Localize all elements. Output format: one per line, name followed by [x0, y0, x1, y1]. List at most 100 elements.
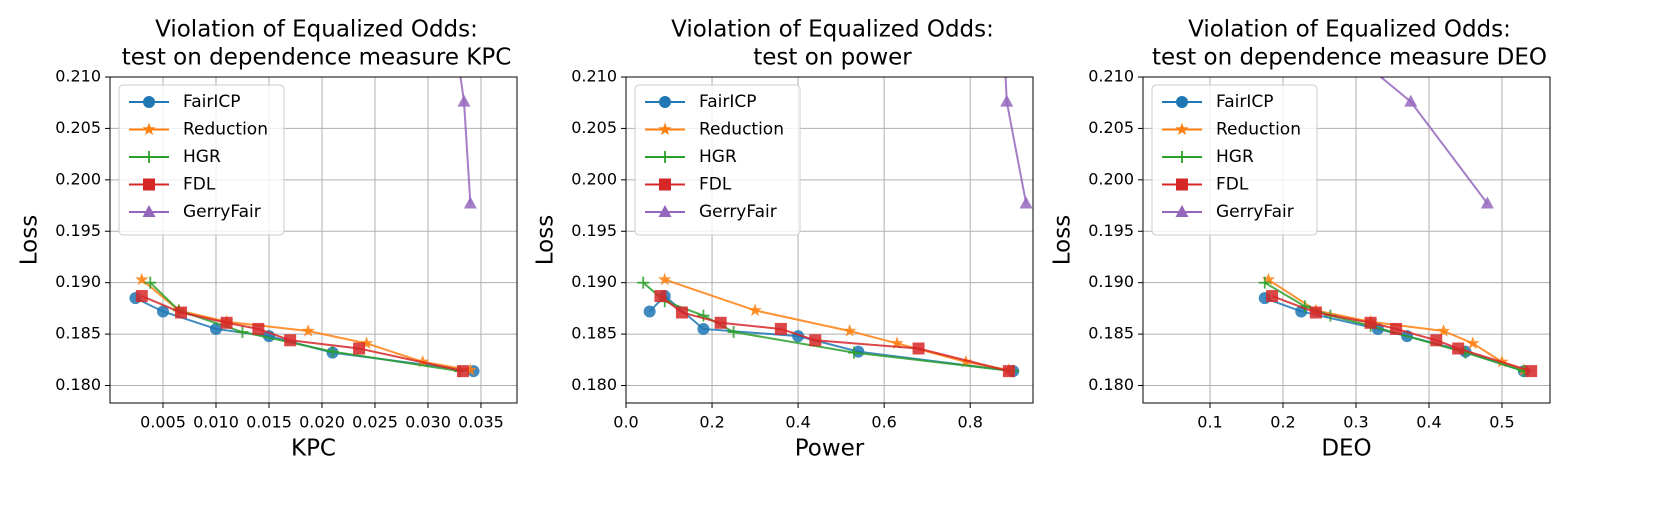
series-line — [1379, 77, 1489, 205]
series-line — [459, 77, 472, 204]
legend-label: FairICP — [183, 92, 240, 112]
chart-title: test on dependence measure KPC — [122, 45, 512, 71]
marker — [1258, 276, 1271, 289]
y-tick-label: 0.200 — [55, 169, 101, 188]
marker — [1175, 122, 1189, 136]
x-axis-label: Power — [795, 436, 865, 462]
marker — [209, 322, 222, 335]
legend-label: GerryFair — [1216, 202, 1294, 222]
marker — [463, 363, 478, 376]
y-tick-label: 0.180 — [55, 375, 101, 394]
x-tick-label: 0.005 — [140, 413, 186, 432]
y-tick-label: 0.190 — [1088, 272, 1134, 291]
chart-title: Violation of Equalized Odds: — [1188, 17, 1511, 43]
axes-frame — [625, 76, 1034, 404]
y-axis-label: Loss — [17, 215, 43, 265]
marker — [658, 122, 672, 136]
marker — [1176, 178, 1188, 191]
axes-frame — [1142, 76, 1551, 404]
marker — [236, 326, 249, 339]
y-tick-label: 0.180 — [1088, 375, 1134, 394]
legend-label: FDL — [1216, 175, 1249, 195]
x-tick-label: 0.020 — [299, 413, 345, 432]
x-tick-label: 0.015 — [246, 413, 292, 432]
marker — [143, 151, 155, 163]
y-tick-label: 0.205 — [571, 118, 617, 137]
marker — [774, 322, 787, 335]
y-tick-label: 0.210 — [1088, 67, 1134, 86]
marker — [727, 326, 740, 339]
marker — [359, 336, 374, 350]
x-tick-label: 0.0 — [613, 413, 638, 432]
y-tick-label: 0.205 — [1088, 118, 1134, 137]
marker — [1002, 365, 1015, 378]
marker — [143, 96, 155, 108]
x-tick-label: 0.2 — [699, 413, 724, 432]
y-tick-label: 0.195 — [1088, 221, 1134, 240]
marker — [353, 342, 366, 355]
x-tick-label: 0.025 — [352, 413, 398, 432]
marker — [456, 365, 469, 378]
marker — [463, 196, 477, 209]
marker — [135, 272, 149, 286]
x-tick-label: 0.6 — [871, 413, 896, 432]
marker — [998, 49, 1011, 61]
marker — [1176, 151, 1188, 163]
y-tick-label: 0.195 — [571, 221, 617, 240]
marker — [1309, 306, 1322, 319]
x-tick-label: 0.030 — [405, 413, 451, 432]
marker — [658, 205, 672, 217]
marker — [659, 96, 671, 108]
marker — [220, 316, 233, 329]
legend-label: FairICP — [1216, 92, 1273, 112]
marker — [890, 336, 904, 350]
marker — [284, 334, 297, 347]
marker — [175, 306, 188, 319]
x-tick-label: 0.1 — [1197, 413, 1222, 432]
marker — [637, 276, 650, 289]
x-tick-label: 0.010 — [193, 413, 239, 432]
x-tick-label: 0.3 — [1343, 413, 1368, 432]
marker — [714, 316, 727, 329]
marker — [142, 122, 156, 136]
legend-label: Reduction — [183, 120, 268, 140]
marker — [1430, 334, 1443, 347]
marker — [912, 342, 925, 355]
marker — [1452, 342, 1465, 355]
marker — [1390, 322, 1403, 335]
legend-label: GerryFair — [699, 202, 777, 222]
marker — [1480, 196, 1494, 209]
chart-title: test on dependence measure DEO — [1152, 45, 1547, 71]
marker — [1175, 205, 1189, 217]
marker — [659, 178, 671, 191]
marker — [1364, 316, 1377, 329]
marker — [326, 345, 339, 358]
marker — [143, 178, 155, 191]
y-axis-label: Loss — [1050, 215, 1076, 265]
y-tick-label: 0.200 — [571, 169, 617, 188]
series-line — [141, 278, 471, 372]
legend-label: HGR — [1216, 147, 1254, 167]
x-tick-label: 0.4 — [1416, 413, 1441, 432]
marker — [1436, 324, 1451, 337]
marker — [1019, 196, 1033, 209]
marker — [697, 322, 710, 335]
marker — [809, 334, 822, 347]
marker — [301, 324, 315, 337]
marker — [654, 290, 667, 303]
chart-title: Violation of Equalized Odds: — [155, 17, 478, 43]
marker — [658, 272, 672, 286]
series-line — [664, 278, 1010, 372]
chart-title: Violation of Equalized Odds: — [671, 17, 994, 43]
marker — [135, 290, 148, 303]
marker — [1266, 290, 1279, 303]
y-tick-label: 0.200 — [1088, 169, 1134, 188]
x-axis-label: DEO — [1321, 436, 1371, 462]
legend-label: FDL — [183, 175, 216, 195]
marker — [144, 276, 157, 289]
marker — [852, 345, 865, 358]
legend-label: HGR — [183, 147, 221, 167]
plot-area — [1258, 77, 1538, 378]
marker — [1525, 365, 1538, 378]
marker — [1176, 96, 1188, 108]
